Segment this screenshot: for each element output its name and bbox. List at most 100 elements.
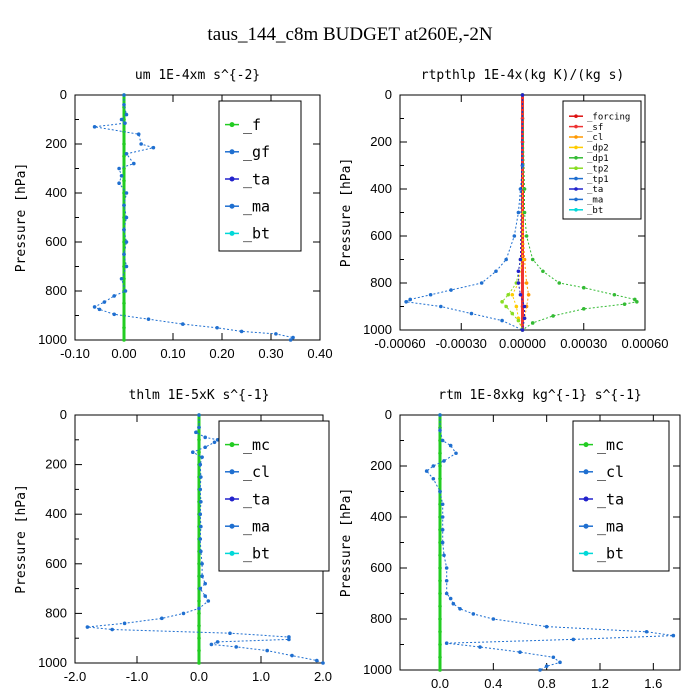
data-point-dp1	[530, 257, 535, 262]
legend-marker	[229, 149, 235, 155]
panels: um 1E-4xm s^{-2} Pressure [hPa] 0 200 400 600…	[14, 68, 681, 691]
data-point-mc	[438, 527, 442, 532]
x-tick-label: 0.30	[258, 346, 283, 361]
legend-label: _dp2	[587, 144, 609, 154]
legend-marker	[229, 442, 235, 448]
data-point-cl	[491, 617, 496, 621]
legend-marker	[574, 187, 578, 191]
data-point-cl	[194, 430, 198, 435]
legend-label: _ma	[587, 196, 603, 206]
series-line-gf	[93, 95, 295, 341]
data-point-f	[122, 178, 126, 183]
data-point-cl	[197, 606, 201, 611]
y-tick-label: 1000	[363, 322, 392, 337]
legend-label: _mc	[243, 436, 270, 454]
legend-label: _cl	[243, 463, 270, 481]
data-point-mc	[438, 464, 442, 468]
x-tick-label: 0.00030	[560, 336, 607, 351]
data-point-gf	[119, 174, 124, 178]
y-tick-label: 0	[385, 87, 392, 102]
data-point-mc	[438, 642, 442, 647]
data-point-cl	[431, 476, 436, 481]
legend-marker	[574, 124, 578, 129]
y-axis-label: Pressure [hPa]	[14, 484, 29, 594]
y-tick-label: 400	[370, 509, 392, 524]
y-tick-label: 400	[45, 506, 67, 521]
data-point-cl	[203, 594, 207, 598]
data-point-f	[122, 154, 126, 159]
panel-title: thlm 1E-5xK s^{-1}	[129, 388, 270, 403]
x-tick-label: -0.00030	[436, 336, 487, 351]
data-point-mc	[438, 617, 442, 621]
data-point-cl	[458, 607, 462, 611]
legend-marker	[574, 156, 578, 160]
data-point-tp1	[439, 304, 443, 309]
series-line-dp1	[522, 94, 638, 331]
data-point-cl	[200, 574, 204, 578]
legend: _forcing_sf_cl_dp2_dp1_tp2_tp1_ta_ma_bt	[562, 100, 642, 220]
panel-rtpthlp: rtpthlp 1E-4x(kg K)/(kg s) Pressure [hPa]…	[339, 68, 669, 351]
data-point-mc	[438, 540, 442, 545]
data-point-cl	[442, 459, 446, 463]
data-point-cl	[198, 586, 203, 591]
legend-marker	[574, 114, 578, 118]
data-point-gf	[124, 112, 129, 117]
data-point-mc	[438, 604, 442, 609]
series-line-cl	[425, 415, 674, 671]
data-point-gf	[139, 142, 143, 146]
y-tick-label: 0	[60, 407, 67, 422]
data-point-cl	[558, 660, 562, 665]
x-tick-label: 0.0	[431, 676, 449, 691]
legend-marker	[583, 469, 589, 475]
data-point-mc	[197, 611, 201, 616]
data-point-cl	[644, 629, 649, 634]
data-point-tp2	[500, 300, 504, 304]
data-point-gf	[112, 312, 116, 317]
data-point-cl	[199, 500, 203, 504]
data-point-dp1	[524, 234, 529, 238]
data-point-tp2	[504, 304, 508, 309]
data-point-cl	[321, 661, 325, 665]
data-point-dp1	[635, 300, 639, 304]
x-tick-label: 0.20	[209, 346, 234, 361]
y-tick-label: 400	[370, 181, 392, 196]
data-point-mc	[438, 629, 442, 634]
data-point-cl	[203, 435, 207, 440]
legend-marker	[574, 166, 578, 170]
data-point-cl	[206, 599, 211, 603]
panel-rtm: rtm 1E-8xkg kg^{-1} s^{-1} Pressure [hPa]…	[339, 388, 681, 691]
y-tick-label: 600	[370, 560, 392, 575]
y-tick-label: 200	[370, 458, 392, 473]
data-point-cl	[110, 627, 114, 632]
data-point-gf	[122, 103, 126, 107]
data-point-dp1	[541, 269, 545, 274]
data-point-gf	[122, 252, 126, 257]
data-point-cl	[448, 443, 453, 448]
data-point-mc	[197, 574, 201, 578]
panel-title: rtpthlp 1E-4x(kg K)/(kg s)	[421, 68, 625, 83]
data-point-cl	[518, 650, 522, 654]
legend-marker	[229, 122, 235, 128]
y-tick-label: 1000	[363, 662, 392, 677]
data-point-gf	[119, 117, 124, 122]
data-point-cl	[200, 562, 204, 566]
data-point-ta	[522, 304, 527, 309]
data-point-mc	[197, 438, 201, 442]
legend-marker	[574, 145, 578, 150]
figure-title: taus_144_c8m BUDGET at260E,-2N	[207, 24, 492, 45]
x-tick-label: 0.0	[190, 669, 208, 684]
data-point-dp1	[581, 285, 586, 290]
data-point-gf	[124, 215, 129, 220]
x-tick-label: 1.6	[644, 676, 662, 691]
y-tick-label: 800	[45, 283, 67, 298]
data-point-cl	[444, 641, 449, 646]
legend-label: _ta	[243, 490, 270, 508]
data-point-cl	[199, 549, 203, 554]
data-point-dp1	[522, 210, 527, 215]
data-point-ta	[520, 93, 525, 97]
x-tick-label: -0.00060	[374, 336, 425, 351]
data-point-cl	[444, 566, 449, 570]
data-point-cl	[444, 591, 449, 596]
legend-marker	[229, 230, 235, 236]
y-tick-label: 200	[370, 134, 392, 149]
